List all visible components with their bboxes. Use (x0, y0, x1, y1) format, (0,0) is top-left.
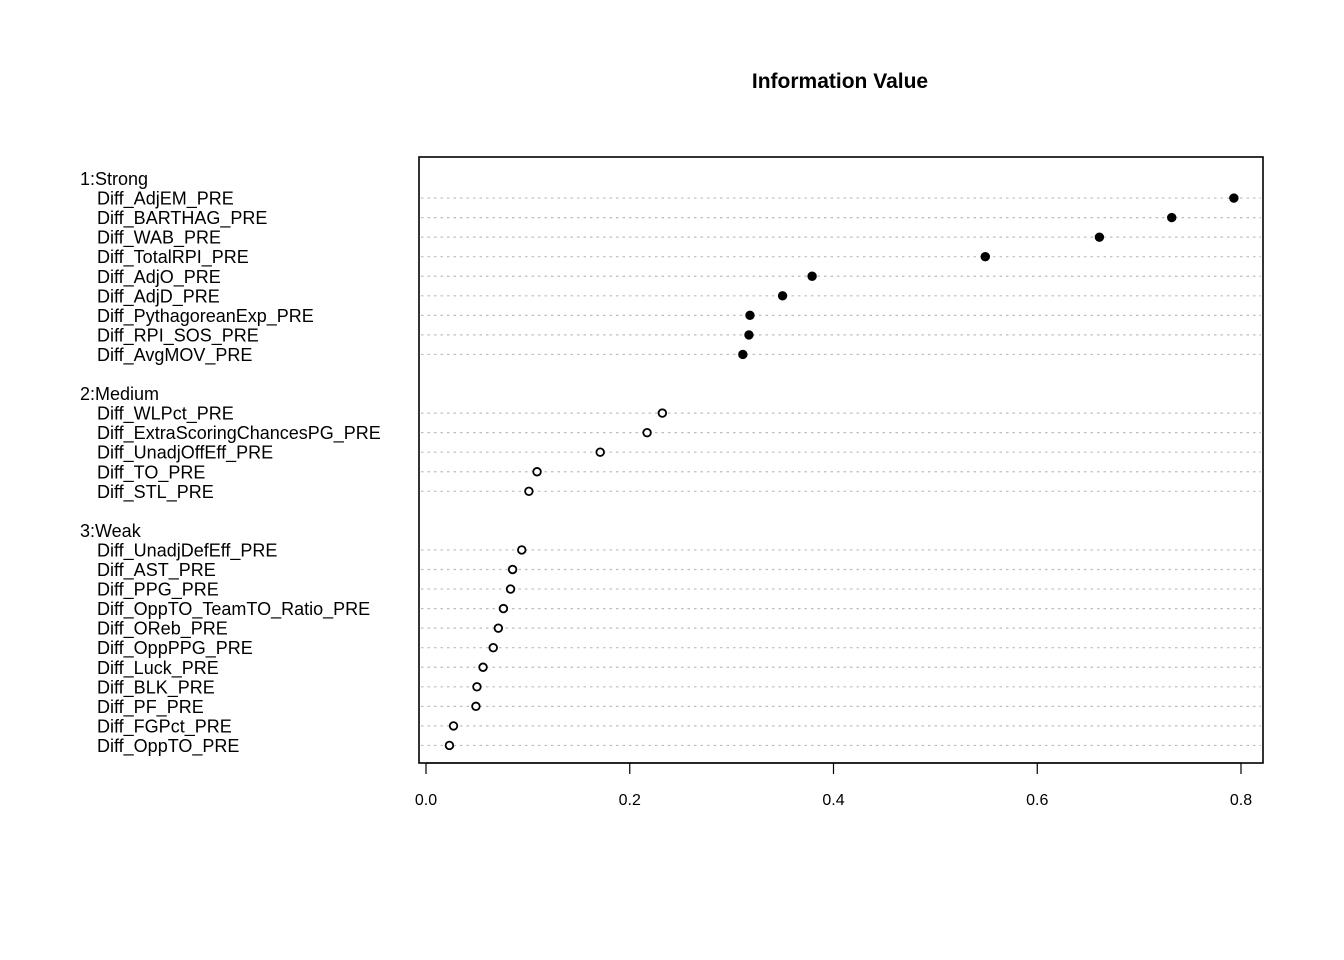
row-label: Diff_PythagoreanExp_PRE (97, 306, 314, 327)
data-point (657, 408, 668, 418)
x-tick-label: 0.2 (619, 792, 641, 809)
x-tick-label: 0.0 (415, 792, 437, 809)
x-tick-label: 0.8 (1230, 792, 1252, 809)
x-tick-label: 0.4 (822, 792, 844, 809)
row-label: Diff_BARTHAG_PRE (97, 208, 267, 229)
row-label: Diff_FGPct_PRE (97, 716, 232, 737)
group-label: 3:Weak (80, 521, 142, 541)
data-point (505, 584, 516, 594)
row-label: Diff_AvgMOV_PRE (97, 345, 252, 366)
data-point (1094, 232, 1105, 242)
row-label: Diff_Luck_PRE (97, 658, 219, 679)
data-point (642, 427, 652, 438)
data-point (777, 291, 788, 301)
grid-lines (421, 197, 1261, 747)
row-label: Diff_AdjO_PRE (97, 267, 221, 288)
data-point (524, 486, 534, 496)
row-label: Diff_OReb_PRE (97, 619, 228, 640)
row-label: Diff_AdjEM_PRE (97, 189, 234, 210)
row-label: Diff_OppTO_TeamTO_Ratio_PRE (97, 599, 370, 620)
data-point (444, 740, 455, 751)
row-label: Diff_UnadjOffEff_PRE (97, 443, 273, 464)
data-point (595, 447, 605, 457)
chart-title: Information Value (752, 70, 928, 93)
row-label: Diff_TotalRPI_PRE (97, 247, 249, 268)
data-points (444, 193, 1239, 751)
data-point (493, 623, 504, 633)
data-point (472, 682, 482, 692)
data-point (807, 271, 817, 281)
row-label: Diff_UnadjDefEff_PRE (97, 540, 277, 561)
row-label: Diff_WLPct_PRE (97, 404, 234, 425)
data-point (517, 545, 527, 555)
plot-frame (418, 156, 1264, 764)
data-point (744, 330, 754, 340)
data-point (471, 701, 481, 712)
row-label: Diff_PPG_PRE (97, 580, 219, 601)
row-label: Diff_ExtraScoringChancesPG_PRE (97, 423, 381, 444)
row-labels: 1:StrongDiff_AdjEM_PREDiff_BARTHAG_PREDi… (80, 169, 381, 757)
row-label: Diff_OppTO_PRE (97, 736, 239, 757)
group-label: 2:Medium (80, 384, 159, 404)
row-label: Diff_AST_PRE (97, 560, 216, 581)
x-axis: 0.0 0.2 0.4 0.6 0.8 (415, 762, 1252, 809)
row-label: Diff_WAB_PRE (97, 228, 221, 249)
row-label: Diff_RPI_SOS_PRE (97, 325, 259, 346)
row-label: Diff_OppPPG_PRE (97, 638, 253, 659)
row-label: Diff_STL_PRE (97, 482, 214, 503)
data-point (478, 662, 488, 672)
data-point (745, 310, 755, 321)
data-point (498, 603, 509, 614)
group-label: 1:Strong (80, 169, 148, 189)
data-point (1229, 193, 1239, 203)
row-label: Diff_AdjD_PRE (97, 286, 220, 307)
data-point (488, 643, 498, 653)
data-point (738, 349, 748, 360)
row-label: Diff_PF_PRE (97, 697, 204, 718)
data-point (532, 467, 542, 477)
data-point (507, 564, 518, 575)
data-point (980, 252, 990, 262)
x-tick-label: 0.6 (1026, 792, 1048, 809)
data-point (448, 721, 459, 731)
row-label: Diff_TO_PRE (97, 462, 205, 483)
data-point (1167, 212, 1177, 223)
row-label: Diff_BLK_PRE (97, 677, 215, 698)
